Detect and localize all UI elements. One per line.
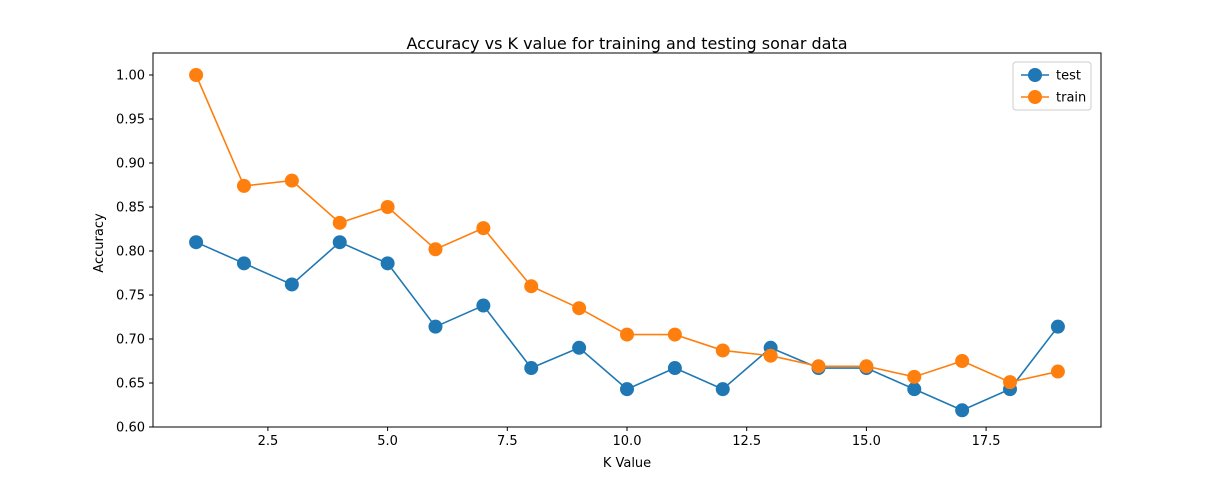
- data-point-train: [1050, 364, 1065, 379]
- data-point-test: [236, 256, 251, 271]
- data-point-test: [428, 319, 443, 334]
- plot-content: [189, 68, 1065, 418]
- data-point-test: [955, 403, 970, 418]
- x-tick-label: 2.5: [258, 434, 279, 449]
- y-tick-label: 0.60: [116, 421, 145, 436]
- data-point-train: [907, 369, 922, 384]
- data-point-train: [715, 343, 730, 358]
- x-tick-label: 17.5: [972, 434, 1001, 449]
- data-point-train: [380, 200, 395, 214]
- data-point-test: [524, 361, 539, 376]
- data-point-train: [763, 348, 778, 363]
- data-point-train: [1003, 375, 1018, 390]
- data-point-train: [189, 68, 204, 82]
- x-tick-label: 15.0: [852, 434, 881, 449]
- data-point-train: [332, 215, 347, 230]
- plot-frame: [152, 52, 1102, 428]
- chart-title: Accuracy vs K value for training and tes…: [406, 34, 847, 53]
- x-axis-label: K Value: [603, 456, 651, 471]
- data-point-train: [955, 354, 970, 368]
- data-point-train: [572, 301, 587, 316]
- data-point-train: [811, 359, 826, 374]
- y-tick-label: 0.80: [116, 245, 145, 260]
- y-tick-label: 0.90: [116, 157, 145, 172]
- data-point-train: [524, 279, 539, 294]
- data-point-train: [428, 242, 443, 257]
- legend-marker-train: [1028, 90, 1042, 104]
- y-axis-label: Accuracy: [92, 213, 107, 273]
- y-tick-label: 0.75: [116, 289, 145, 304]
- x-tick-label: 7.5: [497, 434, 518, 449]
- data-point-test: [476, 298, 491, 313]
- y-axis: 0.60 0.65 0.70 0.75 0.80 0.85 0.90 0.95 1.00: [116, 69, 153, 436]
- data-point-train: [859, 359, 874, 374]
- x-tick-label: 10.0: [613, 434, 642, 449]
- y-tick-label: 0.95: [116, 113, 145, 128]
- data-point-train: [667, 327, 682, 342]
- x-axis: 2.5 5.0 7.5 10.0 12.5 15.0 17.5: [258, 427, 1001, 449]
- y-tick-label: 0.65: [116, 377, 145, 392]
- x-tick-label: 12.5: [732, 434, 761, 449]
- data-point-test: [380, 256, 395, 271]
- x-tick-label: 5.0: [377, 434, 398, 449]
- legend-label-train: train: [1056, 91, 1086, 106]
- y-tick-label: 1.00: [116, 69, 145, 84]
- y-tick-label: 0.85: [116, 201, 145, 216]
- data-point-test: [667, 361, 682, 376]
- data-point-test: [332, 235, 347, 250]
- data-point-train: [620, 327, 634, 342]
- data-point-test: [907, 382, 922, 397]
- data-point-test: [572, 340, 587, 355]
- data-point-test: [715, 382, 730, 397]
- legend: test train: [1012, 61, 1092, 111]
- data-point-test: [620, 382, 634, 397]
- data-point-test: [284, 277, 299, 292]
- data-point-train: [476, 221, 491, 236]
- data-point-train: [236, 178, 251, 193]
- legend-marker-test: [1028, 68, 1042, 82]
- y-tick-label: 0.70: [116, 333, 145, 348]
- legend-label-test: test: [1056, 69, 1081, 84]
- data-point-test: [1050, 319, 1065, 334]
- data-point-train: [284, 173, 299, 188]
- data-point-test: [189, 235, 204, 250]
